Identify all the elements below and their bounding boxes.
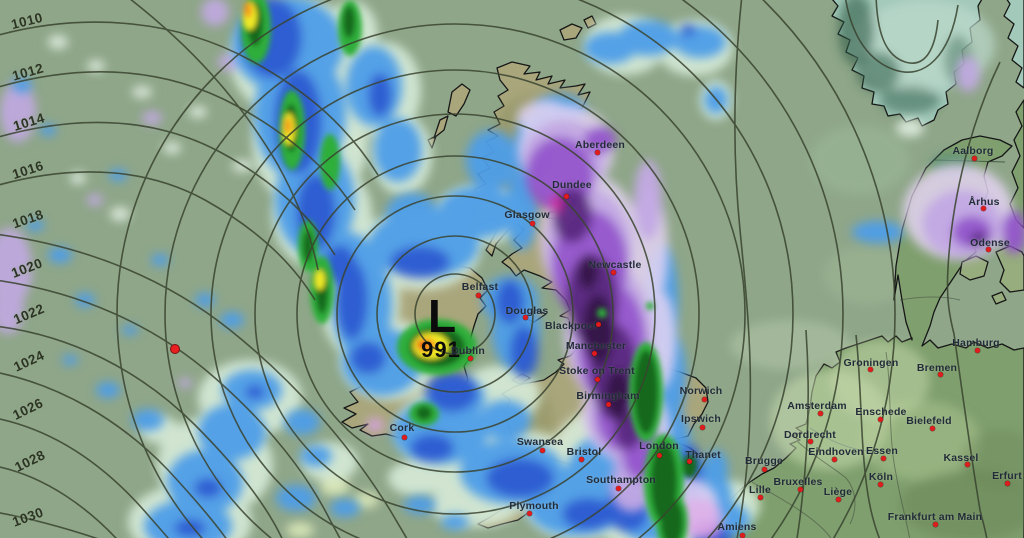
borders: [751, 296, 961, 538]
sweden-coast: [1003, 0, 1024, 89]
small-island: [991, 291, 1007, 305]
sea-tint: [730, 125, 913, 370]
rhine-river: [809, 427, 881, 453]
precip-cores: [241, 0, 697, 538]
orkney: [559, 15, 597, 41]
isobars: [0, 0, 1001, 538]
